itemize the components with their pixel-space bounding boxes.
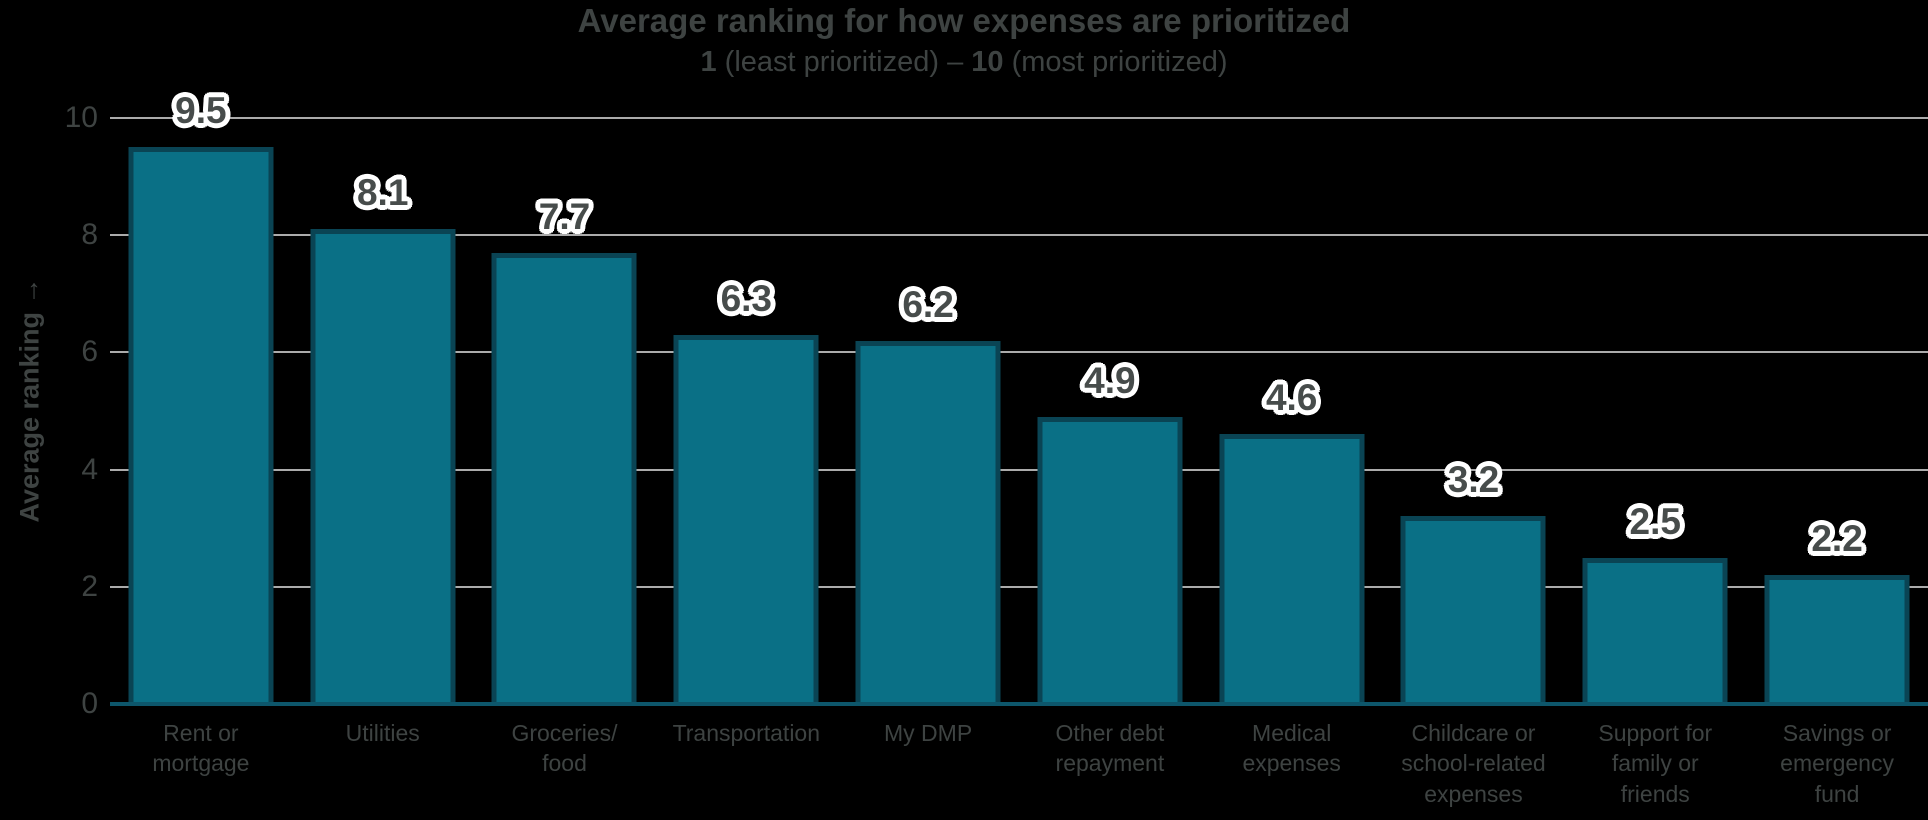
gridline [110,585,1928,588]
bar-value-label: 6.3 [720,277,772,319]
bar-value-label: 3.2 [1447,459,1500,501]
bar [310,229,456,704]
bar-slot: 8.1 [292,118,474,704]
subtitle-bold-10: 10 [971,46,1004,78]
y-tick-label: 4 [81,452,98,486]
category-label: Childcare or school-related expenses [1401,720,1546,807]
bar-value-label: 6.2 [902,283,954,325]
bar [491,252,637,704]
bar-value-label: 4.6 [1265,377,1318,419]
gridline [110,234,1928,237]
subtitle-end: (most prioritized) [1003,46,1228,78]
y-tick-label: 6 [81,335,98,369]
category-label: Utilities [345,720,420,746]
gridline [110,117,1928,119]
bar-value-label: 7.7 [538,195,591,237]
category-label: Transportation [672,720,821,746]
bar-slot: 2.2 [1746,118,1928,704]
bar-slot: 9.5 [110,92,292,704]
y-tick-label: 0 [81,687,98,720]
bar-value-label: 2.5 [1629,500,1681,542]
bar [673,334,819,704]
subtitle-bold-1: 1 [700,46,717,78]
bar [1582,557,1728,704]
bar [1219,434,1365,704]
bar [128,147,274,704]
y-tick-label: 10 [64,101,98,134]
category-label: Other debt repayment [1055,720,1165,777]
bar-slot: 4.9 [1019,118,1201,704]
chart-subtitle: 1 (least prioritized) – 10 (most priorit… [0,46,1928,79]
bar-value-label: 2.2 [1811,518,1863,560]
plot-area: 9.5 8.1 7.7 6.3 6.2 4.9 4.6 3.2 2.5 2.2 0 2 4 6 8 10 [65,92,1928,719]
bar-value-label: 8.1 [356,172,409,214]
bar-slot: 4.6 [1201,118,1383,704]
bar [1764,575,1910,704]
bar-slot: 2.5 [1564,118,1746,704]
bar-value-label: 9.5 [175,90,227,132]
subtitle-mid: (least prioritized) – [716,46,972,78]
gridline [110,468,1928,471]
category-label: Savings or emergency fund [1780,720,1894,807]
chart-title: Average ranking for how expenses are pri… [577,2,1351,39]
bar [855,340,1001,704]
y-tick-label: 8 [81,218,98,252]
bar [1037,416,1183,704]
category-label: Support for family or friends [1598,720,1713,807]
y-axis-label: Average ranking → [14,277,45,523]
bar-slot: 6.2 [837,118,1019,704]
bar-slot: 6.3 [655,118,837,704]
bar-slot: 7.7 [474,118,656,704]
bar-value-label: 4.9 [1084,359,1136,401]
category-label: Rent or mortgage [152,720,250,777]
bar-slot: 3.2 [1383,118,1565,704]
category-label: My DMP [884,720,973,746]
category-label: Groceries/ food [511,720,618,777]
gridline [110,351,1928,354]
category-label: Medical expenses [1242,720,1341,777]
bar [1400,516,1546,704]
y-tick-label: 2 [81,569,98,603]
x-axis-line [110,702,1928,706]
bars-container: 9.5 8.1 7.7 6.3 6.2 4.9 4.6 3.2 2.5 2.2 [110,92,1928,704]
x-axis-labels: Rent or mortgage Utilities Groceries/ food… [110,718,1928,809]
